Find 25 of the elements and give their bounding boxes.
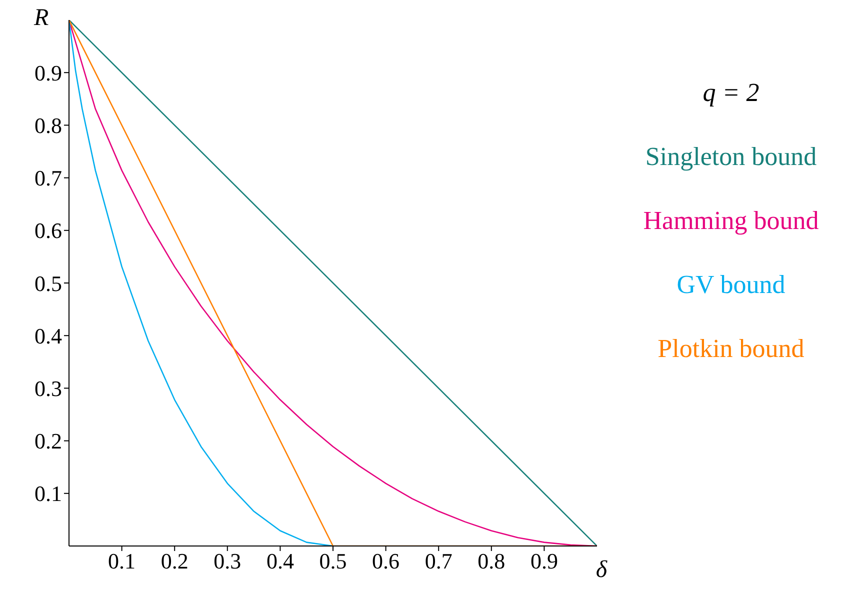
y-tick-label: 0.7	[34, 166, 62, 191]
x-axis-title: δ	[596, 557, 608, 584]
y-tick-label: 0.3	[34, 376, 62, 402]
x-tick-label: 0.2	[160, 548, 188, 574]
y-axis-title: R	[33, 5, 49, 32]
x-tick-label: 0.4	[266, 548, 294, 574]
text: Singleton bound	[644, 142, 818, 172]
y-tick-label: 0.2	[34, 428, 62, 454]
text: GV bound	[676, 270, 786, 300]
text: Plotkin bound	[656, 334, 806, 364]
x-tick-label: 0.9	[530, 548, 558, 574]
y-tick-label: 0.6	[34, 218, 62, 244]
y-tick-label: 0.9	[34, 60, 62, 86]
y-tick-label: 0.8	[34, 113, 62, 138]
y-tick-label: 0.5	[34, 270, 62, 296]
x-tick-label: 0.6	[372, 548, 400, 574]
x-tick-label: 0.7	[424, 548, 452, 574]
y-tick-label: 0.4	[34, 323, 62, 348]
x-tick-label: 0.1	[108, 548, 136, 574]
x-tick-label: 0.5	[319, 548, 347, 574]
text: Hamming bound	[642, 206, 820, 236]
x-tick-label: 0.3	[214, 548, 242, 574]
text: q = 2	[702, 78, 760, 108]
y-tick-label: 0.1	[34, 481, 62, 506]
x-tick-label: 0.8	[478, 548, 506, 574]
